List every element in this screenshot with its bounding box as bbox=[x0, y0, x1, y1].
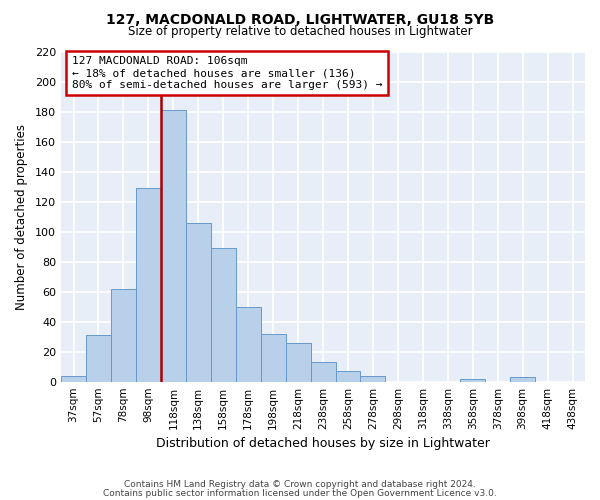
Bar bbox=[186, 222, 211, 382]
Bar bbox=[236, 306, 260, 382]
Bar bbox=[211, 248, 236, 382]
Bar bbox=[161, 110, 186, 382]
Bar bbox=[311, 362, 335, 382]
Bar bbox=[61, 376, 86, 382]
Bar bbox=[286, 342, 311, 382]
Bar bbox=[510, 377, 535, 382]
Bar bbox=[86, 335, 111, 382]
Y-axis label: Number of detached properties: Number of detached properties bbox=[15, 124, 28, 310]
Bar bbox=[335, 371, 361, 382]
Text: Contains public sector information licensed under the Open Government Licence v3: Contains public sector information licen… bbox=[103, 488, 497, 498]
Text: Contains HM Land Registry data © Crown copyright and database right 2024.: Contains HM Land Registry data © Crown c… bbox=[124, 480, 476, 489]
Text: Size of property relative to detached houses in Lightwater: Size of property relative to detached ho… bbox=[128, 25, 472, 38]
Bar bbox=[361, 376, 385, 382]
Bar bbox=[111, 288, 136, 382]
X-axis label: Distribution of detached houses by size in Lightwater: Distribution of detached houses by size … bbox=[156, 437, 490, 450]
Bar bbox=[260, 334, 286, 382]
Text: 127 MACDONALD ROAD: 106sqm
← 18% of detached houses are smaller (136)
80% of sem: 127 MACDONALD ROAD: 106sqm ← 18% of deta… bbox=[71, 56, 382, 90]
Bar bbox=[136, 188, 161, 382]
Bar bbox=[460, 378, 485, 382]
Text: 127, MACDONALD ROAD, LIGHTWATER, GU18 5YB: 127, MACDONALD ROAD, LIGHTWATER, GU18 5Y… bbox=[106, 12, 494, 26]
